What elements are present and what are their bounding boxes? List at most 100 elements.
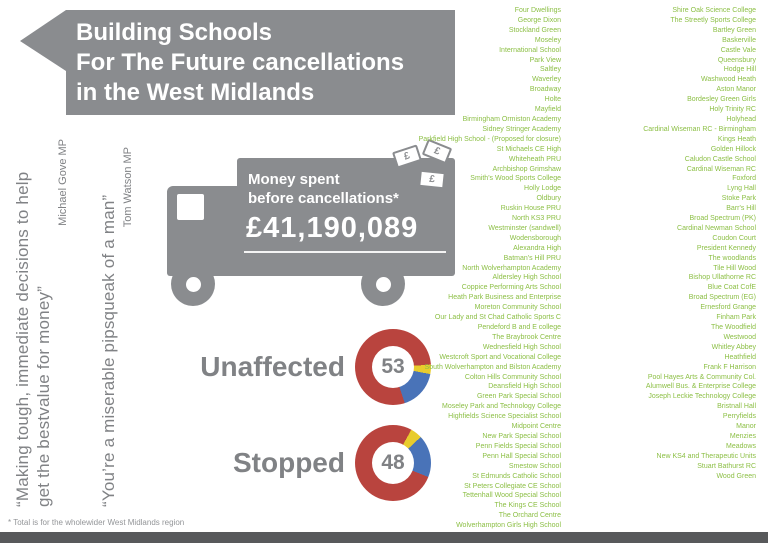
school-list-item: Smith's Wood Sports College [470,175,561,183]
school-list-item: Aston Manor [716,86,756,94]
school-list-item: Wood Green [716,472,756,480]
school-list-item: Midpoint Centre [511,423,561,431]
school-list-item: Broad Spectrum (EG) [688,294,756,302]
school-list-item: Washwood Heath [701,76,756,84]
quote-michael-gove: “Making tough, immediate decisions to he… [12,139,69,507]
school-list-item: George Dixon [517,16,561,24]
school-list-item: Batman's Hill PRU [503,254,561,262]
school-list-item: Wednesfield High School [482,343,561,351]
school-list-column-1: Four Dwellings George Dixon Stockland Gree… [261,6,561,531]
banner-arrow-shape [20,10,455,115]
school-list-item: Bristnall Hall [717,403,756,411]
school-list-item: Golden Hillock [710,145,756,153]
school-list-item: Broad Spectrum (PK) [689,215,756,223]
school-list-item: Broadway [529,86,561,94]
donut-chart-stopped: 48 [355,425,431,501]
school-list-item: Ruskin House PRU [500,205,561,213]
chart-label-stopped: Stopped [233,447,345,478]
school-list-item: Frank F Harrison [703,363,756,371]
school-list-item: The woodlands [708,254,756,262]
school-list-item: Penn Fields Special School [475,442,561,450]
school-list-item: Holyhead [726,115,756,123]
school-list-item: Pool Hayes Arts & Community Col. [647,373,756,381]
school-list-item: Queensbury [717,56,756,64]
school-list-item: North KS3 PRU [511,215,561,223]
school-list-item: Whiteheath PRU [508,155,561,163]
school-list-item: Colton Hills Community School [464,373,561,381]
school-list-item: Smestow School [508,462,561,470]
school-list-item: Perryfields [722,413,756,421]
school-list-item: Castle Vale [720,46,756,54]
school-list-item: Oldbury [536,195,561,203]
school-list-item: Alumwell Bus. & Enterprise College [645,383,756,391]
school-list-item: The Streetly Sports College [670,16,756,24]
school-list-item: New KS4 and Therapeutic Units [656,452,756,460]
donut-chart-unaffected: 53 [355,329,431,405]
school-list-item: Parkfield High School - (Proposed for cl… [418,135,561,143]
school-list-item: Westcroft Sport and Vocational College [439,353,561,361]
school-list-item: Whitley Abbey [711,343,756,351]
school-list-item: Four Dwellings [514,7,561,14]
truck-wheel-rear-icon [361,262,405,306]
school-list-item: Highfields Science Specialist School [448,413,561,421]
school-list-item: Holy Trinity RC [709,106,756,114]
school-list-item: Bordesley Green Girls [687,96,756,104]
school-list-item: Meadows [726,442,756,450]
school-list-item: Bartley Green [712,26,756,34]
school-list-item: Pendeford B and E college [477,324,561,331]
page-title: Building Schools For The Future cancella… [76,19,405,106]
school-list-item: Manor [736,423,756,431]
school-list-item: North Wolverhampton Academy [462,264,561,272]
school-list-item: Bishop Ullathorne RC [688,274,756,282]
school-list-item: The Kings CE School [494,502,561,510]
school-list-item: Kings Heath [717,135,756,143]
school-list-item: Archbishop Grimshaw [492,165,561,173]
school-list-item: Shire Oak Science College [672,7,756,14]
chart-label-unaffected: Unaffected [200,351,345,382]
school-list-item: Coudon Court [712,234,756,242]
school-list-item: Blue Coat CofE [707,284,756,292]
school-list-item: Hodge Hill [723,66,756,74]
quote-tom-watson: “You’re a miserable pipsqueak of a man” … [98,147,134,507]
school-list-item: Tile Hill Wood [713,264,756,272]
truck-amount: £41,190,089 [246,212,419,244]
school-list-column-2: Shire Oak Science College The Streetly Sp… [456,6,756,482]
school-list-item: Wodensborough [509,234,561,242]
quote-author: Michael Gove MP [57,139,69,226]
school-list-item: Penn Hall Special School [482,452,561,460]
donut-center-value-unaffected: 53 [372,346,414,388]
school-list-item: Saltley [539,66,561,74]
quote-text: “You’re a miserable pipsqueak of a man” [99,194,118,507]
school-list-item: President Kennedy [696,244,756,252]
school-list-item: The Orchard Centre [498,512,561,520]
school-list-item: Westminster (sandwell) [488,224,561,232]
school-list-item: Caludon Castle School [684,155,756,163]
school-list-item: Ernesford Grange [700,304,756,312]
school-list-item: Holte [544,96,561,104]
school-list-item: Alexandra High [513,244,561,252]
school-list-item: The Woodfield [710,324,756,331]
truck-divider [244,251,446,253]
school-list-item: Sidney Stringer Academy [482,125,561,133]
school-list-item: Heath Park Business and Enterprise [448,294,561,302]
truck-caption: Money spent before cancellations* [248,171,399,207]
school-list-item: Baskerville [722,36,756,44]
truck-wheel-front-icon [171,262,215,306]
school-list-item: Finham Park [716,314,756,322]
school-list-item: Aldersley High School [492,274,561,282]
school-list-item: Moseley [534,36,561,44]
school-list-item: Stoke Park [721,195,756,203]
school-list-item: Green Park Special School [476,393,561,401]
school-list-item: The Braybrook Centre [492,333,561,341]
school-list-item: Moreton Community School [474,304,561,312]
bottom-bar [0,532,768,543]
school-list-item: Cardinal Wiseman RC - Birmingham [643,125,756,133]
quote-text: “Making tough, immediate decisions to he… [13,171,53,507]
school-list-item: Holly Lodge [524,185,561,193]
school-list-item: Stuart Bathurst RC [697,462,756,470]
school-list-item: Menzies [729,432,756,440]
school-list-item: Our Lady and St Chad Catholic Sports C [434,314,561,322]
school-list-item: Cardinal Newman School [677,224,756,232]
school-list-item: St Edmunds Catholic School [472,472,561,480]
